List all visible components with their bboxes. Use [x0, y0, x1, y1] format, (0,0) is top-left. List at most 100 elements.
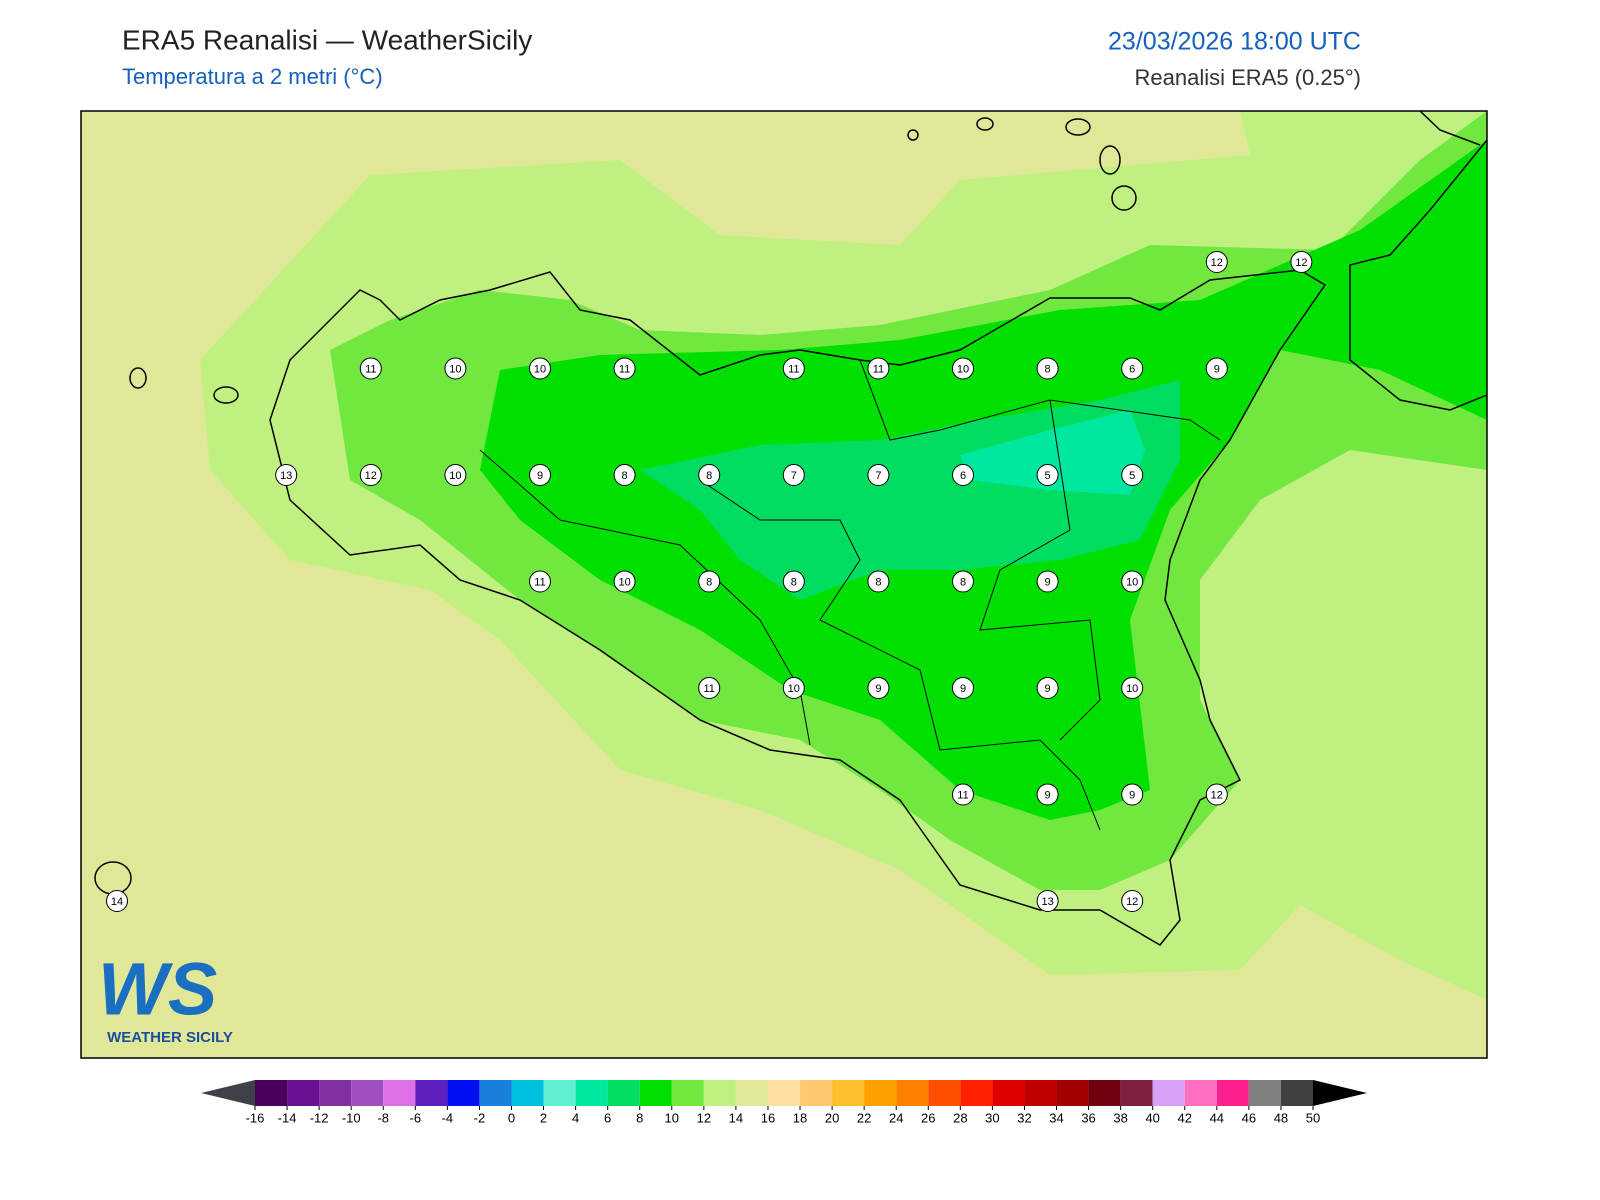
colorbar-segment: [1152, 1080, 1185, 1106]
station-label: 10: [788, 683, 800, 695]
station-marker: [698, 464, 721, 486]
station-label: 12: [365, 470, 377, 482]
station-label: 10: [449, 470, 461, 482]
colorbar-segment: [1088, 1080, 1121, 1106]
colorbar-segment: [896, 1080, 929, 1106]
datetime: 23/03/2026 18:00 UTC: [1108, 28, 1361, 56]
station-marker: [359, 357, 382, 380]
colorbar-segment: [479, 1080, 512, 1106]
colorbar-tick-label: -16: [246, 1110, 265, 1125]
station-marker: [529, 464, 551, 486]
station-marker: [1121, 570, 1144, 593]
colorbar-segment: [255, 1080, 288, 1106]
station-marker: [275, 464, 298, 486]
station-label: 10: [449, 363, 461, 375]
station-label: 9: [537, 470, 543, 482]
colorbar-segment: [1184, 1080, 1217, 1106]
colorbar-segment: [1248, 1080, 1281, 1106]
colorbar-segment: [575, 1080, 608, 1106]
station-label: 13: [280, 470, 292, 482]
colorbar-tick-label: 18: [793, 1110, 807, 1125]
station-label: 14: [111, 896, 123, 908]
station-label: 11: [619, 363, 630, 375]
source: Reanalisi ERA5 (0.25°): [1135, 65, 1361, 90]
station-label: 7: [875, 470, 881, 482]
colorbar-tick-label: 20: [825, 1110, 839, 1125]
station-label: 10: [1126, 576, 1138, 588]
colorbar-tick-label: 38: [1113, 1110, 1127, 1125]
colorbar-segment: [543, 1080, 576, 1106]
station-marker: [444, 464, 467, 486]
colorbar-segment: [1024, 1080, 1057, 1106]
colorbar-segment: [960, 1080, 993, 1106]
station-label: 12: [1295, 257, 1307, 269]
colorbar-tick-label: -4: [442, 1110, 454, 1125]
field: [960, 410, 1145, 495]
station-marker: [1121, 890, 1144, 912]
colorbar-segment: [832, 1080, 865, 1106]
colorbar-segment: [639, 1080, 672, 1106]
station-label: 8: [622, 470, 628, 482]
station-label: 5: [1129, 470, 1135, 482]
colorbar-segment: [864, 1080, 897, 1106]
stations: 12 12 11 10 10 11 11 11 10 8 6 9 13 12 10 9 8 8 7 7 6 5 5 11 10 8…: [106, 251, 1313, 912]
station-label: 10: [1126, 683, 1138, 695]
station-label: 8: [960, 576, 966, 588]
station-marker: [444, 357, 467, 380]
map-frame: [80, 110, 1488, 1059]
colorbar-tick-label: 6: [604, 1110, 611, 1125]
colorbar-segment: [351, 1080, 384, 1106]
station-marker: [698, 677, 721, 699]
station-marker: [1036, 570, 1059, 593]
station-label: 12: [1126, 896, 1138, 908]
station-marker: [1205, 357, 1228, 380]
colorbar-tick-label: 40: [1145, 1110, 1159, 1125]
colorbar-tick-label: 10: [665, 1110, 679, 1125]
station-marker: [1036, 677, 1059, 699]
station-marker: [1036, 464, 1059, 486]
colorbar-tick-label: -12: [310, 1110, 329, 1125]
station-label: 9: [1214, 363, 1220, 375]
station-label: 5: [1045, 470, 1051, 482]
colorbar-tick-label: 30: [985, 1110, 999, 1125]
station-marker: [867, 464, 890, 486]
station-marker: [782, 357, 805, 380]
colorbar-tick-label: 14: [729, 1110, 743, 1125]
station-marker: [952, 464, 974, 486]
station-marker: [1036, 890, 1059, 912]
station-label: 11: [957, 789, 968, 801]
station-marker: [867, 357, 890, 380]
station-marker: [867, 570, 890, 593]
station-marker: [698, 570, 721, 593]
colorbar-segment: [383, 1080, 416, 1106]
station-marker: [1036, 783, 1059, 806]
station-marker: [359, 464, 382, 486]
colorbar-tick-label: 16: [761, 1110, 775, 1125]
station-label: 8: [706, 470, 712, 482]
station-marker: [782, 677, 805, 699]
colorbar-tick-label: 28: [953, 1110, 967, 1125]
colorbar-tick-label: 12: [697, 1110, 711, 1125]
station-label: 12: [1211, 789, 1223, 801]
logo-caption: WEATHER SICILY: [107, 1029, 233, 1046]
station-marker: [1036, 357, 1059, 380]
colorbar-over: [1313, 1080, 1367, 1106]
colorbar-tick-label: 4: [572, 1110, 579, 1125]
station-label: 9: [1045, 789, 1051, 801]
colorbar-tick-label: 24: [889, 1110, 903, 1125]
colorbar-segment: [511, 1080, 544, 1106]
station-label: 6: [960, 470, 966, 482]
colorbar-tick-label: 8: [636, 1110, 643, 1125]
station-marker: [952, 570, 974, 593]
colorbar-segment: [703, 1080, 736, 1106]
colorbar-segment: [287, 1080, 320, 1106]
station-marker: [1121, 464, 1144, 486]
colorbar-segment: [1056, 1080, 1089, 1106]
station-label: 11: [703, 683, 714, 695]
colorbar-tick-label: 2: [540, 1110, 547, 1125]
colorbar-segment: [319, 1080, 352, 1106]
colorbar-tick-label: 44: [1210, 1110, 1224, 1125]
station-marker: [529, 570, 551, 593]
logo-letters: WS: [98, 948, 217, 1031]
station-marker: [1290, 251, 1313, 273]
